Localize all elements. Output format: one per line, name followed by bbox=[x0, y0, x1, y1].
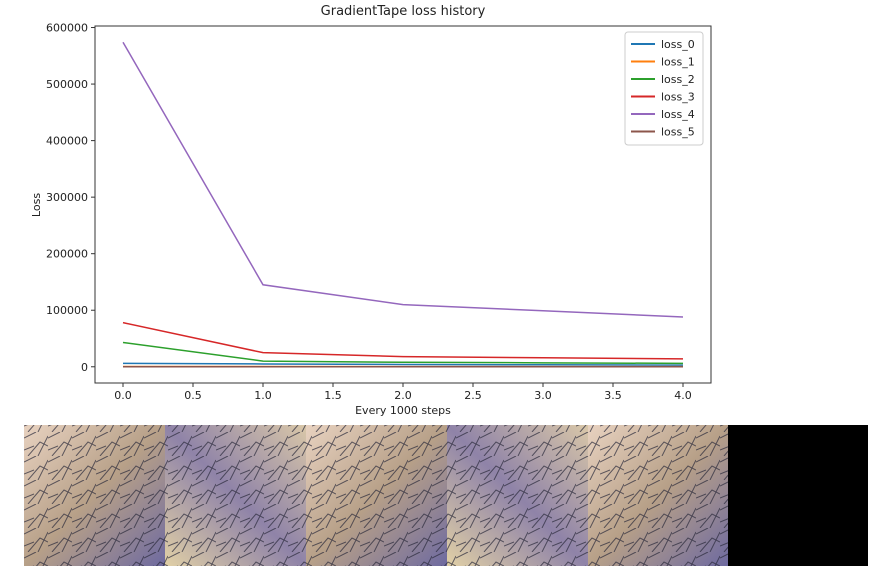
plot-frame bbox=[95, 26, 711, 383]
legend-label: loss_0 bbox=[661, 38, 695, 51]
y-axis-label: Loss bbox=[30, 193, 43, 217]
image-tile bbox=[728, 425, 868, 566]
y-tick-label: 200000 bbox=[46, 248, 88, 261]
x-tick-label: 3.5 bbox=[604, 389, 622, 402]
series-line bbox=[123, 342, 683, 363]
legend-label: loss_2 bbox=[661, 73, 695, 86]
chart-title: GradientTape loss history bbox=[321, 4, 486, 19]
x-tick-label: 1.5 bbox=[324, 389, 342, 402]
x-tick-label: 0.0 bbox=[114, 389, 132, 402]
image-strip bbox=[24, 425, 868, 566]
y-tick-label: 100000 bbox=[46, 304, 88, 317]
x-tick-label: 4.0 bbox=[674, 389, 692, 402]
image-texture bbox=[24, 425, 728, 566]
y-tick-label: 0 bbox=[81, 361, 88, 374]
series-line bbox=[123, 42, 683, 317]
y-tick-label: 300000 bbox=[46, 191, 88, 204]
x-tick-label: 0.5 bbox=[184, 389, 202, 402]
y-tick-label: 600000 bbox=[46, 22, 88, 35]
x-tick-label: 3.0 bbox=[534, 389, 552, 402]
legend-label: loss_5 bbox=[661, 126, 695, 139]
x-tick-label: 2.5 bbox=[464, 389, 482, 402]
x-tick-label: 2.0 bbox=[394, 389, 412, 402]
legend-label: loss_4 bbox=[661, 108, 695, 121]
x-axis-label: Every 1000 steps bbox=[355, 404, 451, 417]
y-tick-label: 500000 bbox=[46, 78, 88, 91]
legend-label: loss_1 bbox=[661, 56, 695, 69]
y-tick-label: 400000 bbox=[46, 135, 88, 148]
x-tick-label: 1.0 bbox=[254, 389, 272, 402]
legend-label: loss_3 bbox=[661, 91, 695, 104]
